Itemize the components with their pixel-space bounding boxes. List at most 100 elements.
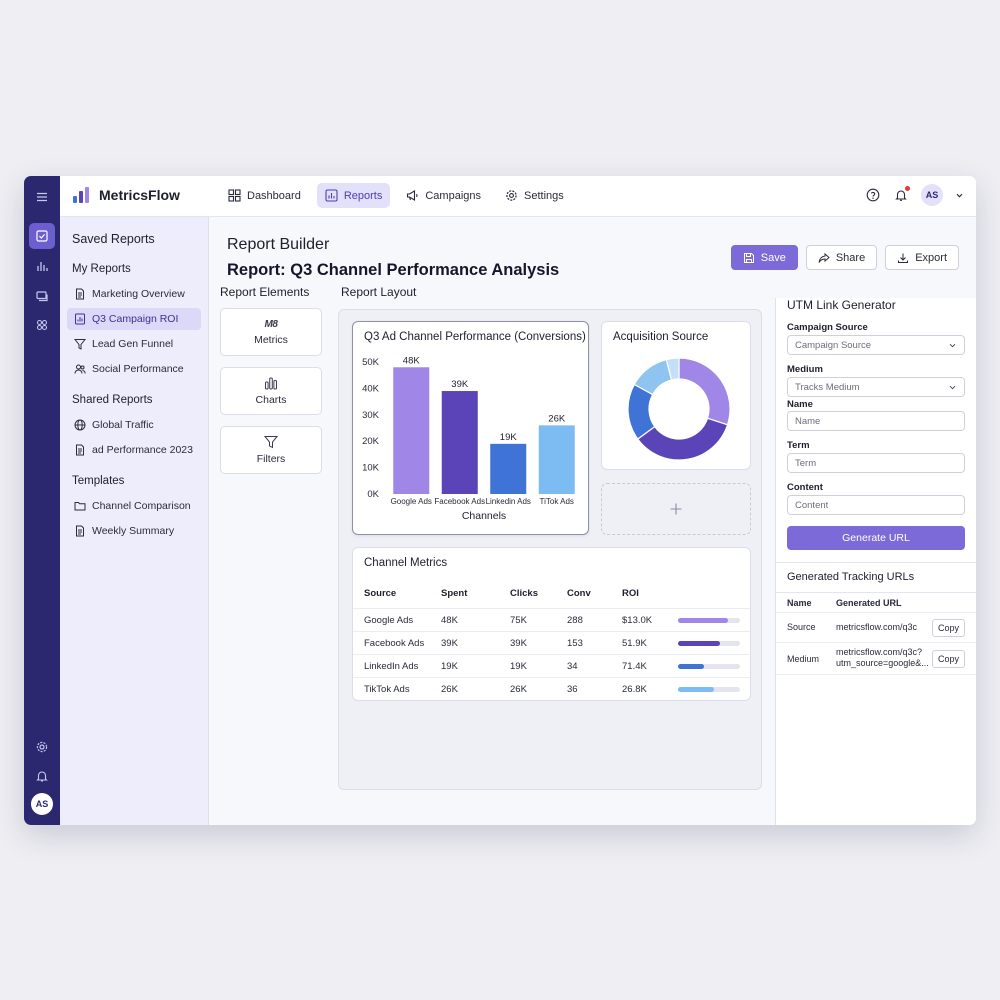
cell-spent: 39K [441, 637, 458, 649]
col-roi: ROI [622, 588, 639, 599]
document-icon [76, 525, 84, 537]
element-label: Filters [256, 453, 286, 465]
cell-conv: 153 [567, 637, 583, 649]
bar [538, 425, 575, 494]
col-name: Name [787, 598, 812, 608]
table-row[interactable]: Google Ads 48K 75K 288 $13.0K [353, 609, 750, 632]
bar-data-label: 19K [500, 432, 518, 443]
report-icon [75, 313, 85, 325]
nav-reports[interactable]: Reports [316, 183, 391, 208]
cell-roi: 51.9K [622, 637, 647, 649]
export-button[interactable]: Export [885, 245, 959, 270]
table-row[interactable]: TikTok Ads 26K 26K 36 26.8K [353, 678, 750, 701]
sidebar-item-lead-gen-funnel[interactable]: Lead Gen Funnel [67, 333, 201, 355]
rail-avatar[interactable]: AS [31, 793, 53, 815]
sidebar-item-label: Lead Gen Funnel [92, 338, 174, 350]
filters-element[interactable]: Filters [220, 426, 322, 474]
integrations-rail-icon[interactable] [29, 312, 55, 338]
donut-slice [665, 357, 680, 381]
sidebar-item-weekly-summary[interactable]: Weekly Summary [67, 520, 201, 542]
sidebar-item-channel-comparison[interactable]: Channel Comparison [67, 495, 201, 517]
term-label: Term [787, 440, 810, 451]
messages-rail-icon[interactable] [29, 283, 55, 309]
settings-rail-icon[interactable] [29, 734, 55, 760]
generated-urls-title: Generated Tracking URLs [787, 571, 915, 583]
divider [776, 592, 976, 593]
col-source: Source [364, 588, 397, 599]
menu-icon[interactable] [29, 184, 55, 210]
copy-button[interactable]: Copy [931, 619, 965, 637]
medium-select[interactable]: Tracks Medium [787, 377, 965, 397]
term-input[interactable]: Term [787, 453, 965, 473]
sidebar-item-label: ad Performance 2023 [92, 444, 193, 456]
content-placeholder: Content [795, 499, 829, 511]
add-widget-dropzone[interactable] [601, 483, 751, 535]
icon-rail: AS [24, 176, 60, 825]
name-input[interactable]: Name [787, 411, 965, 431]
x-axis-label: Channels [462, 510, 506, 522]
sidebar-item-marketing-overview[interactable]: Marketing Overview [67, 283, 201, 305]
donut-slice [678, 357, 731, 426]
x-tick-label: Facebook Ads [434, 497, 485, 506]
sidebar-item-q3-campaign-roi[interactable]: Q3 Campaign ROI [67, 308, 201, 330]
url-row-url-cont: utm_source=google&... [836, 658, 929, 668]
table-row[interactable]: LinkedIn Ads 19K 19K 34 71.4K [353, 655, 750, 678]
channel-metrics-table: Source Spent Clicks Conv ROI Google Ads … [353, 579, 750, 701]
cell-roi: 71.4K [622, 660, 647, 672]
cell-clicks: 75K [510, 614, 527, 626]
page-eyebrow: Report Builder [227, 236, 330, 253]
report-canvas[interactable]: Q3 Ad Channel Performance (Conversions) … [338, 309, 762, 790]
bar [393, 367, 430, 494]
bar [441, 391, 478, 494]
help-icon[interactable] [865, 187, 881, 203]
nav-dashboard[interactable]: Dashboard [220, 183, 309, 208]
document-icon [76, 444, 84, 456]
sidebar-item-global-traffic[interactable]: Global Traffic [67, 414, 201, 436]
cell-spent: 19K [441, 660, 458, 672]
grid-icon [228, 189, 241, 202]
campaign-source-select[interactable]: Campaign Source [787, 335, 965, 355]
header-actions: Save Share Export [730, 245, 959, 270]
acquisition-source-card[interactable]: Acquisition Source [601, 321, 751, 470]
user-avatar[interactable]: AS [921, 184, 943, 206]
copy-button[interactable]: Copy [931, 650, 965, 668]
top-bar: MetricsFlow Dashboard Reports Campaigns … [60, 176, 976, 217]
page-title: Report: Q3 Channel Performance Analysis [227, 261, 560, 279]
medium-label: Medium [787, 364, 823, 375]
sidebar-item-label: Q3 Campaign ROI [92, 313, 179, 325]
metrics-element[interactable]: M8 Metrics [220, 308, 322, 356]
content-input[interactable]: Content [787, 495, 965, 515]
save-button[interactable]: Save [730, 245, 798, 270]
charts-element[interactable]: Charts [220, 367, 322, 415]
bar-chart-card[interactable]: Q3 Ad Channel Performance (Conversions) … [352, 321, 589, 535]
table-row[interactable]: Facebook Ads 39K 39K 153 51.9K [353, 632, 750, 655]
roi-bar-fill [678, 618, 728, 623]
brand[interactable]: MetricsFlow [72, 186, 180, 204]
sidebar-item-label: Weekly Summary [92, 525, 175, 537]
brand-name: MetricsFlow [99, 187, 180, 203]
name-label: Name [787, 399, 813, 410]
chevron-down-icon [949, 385, 956, 390]
roi-bar [678, 641, 740, 646]
chevron-down-icon[interactable] [955, 191, 964, 200]
y-tick-label: 30K [362, 410, 380, 421]
generate-url-button[interactable]: Generate URL [787, 526, 965, 550]
sidebar-item-ad-performance-2023[interactable]: ad Performance 2023 [67, 439, 201, 461]
sidebar-item-label: Marketing Overview [92, 288, 185, 300]
nav-settings[interactable]: Settings [497, 183, 572, 208]
gear-icon [506, 190, 517, 201]
x-tick-label: TiTok Ads [540, 497, 574, 506]
nav-campaigns[interactable]: Campaigns [398, 183, 489, 208]
analytics-rail-icon[interactable] [29, 253, 55, 279]
report-layout-title: Report Layout [341, 285, 417, 299]
share-button[interactable]: Share [805, 245, 878, 270]
save-label: Save [760, 251, 786, 264]
reports-rail-icon[interactable] [29, 223, 55, 249]
bell-icon[interactable] [893, 186, 910, 203]
roi-bar [678, 618, 740, 623]
globe-icon [74, 419, 86, 431]
sidebar-item-social-performance[interactable]: Social Performance [67, 358, 201, 380]
nav-label: Settings [524, 189, 564, 202]
x-tick-label: Google Ads [391, 497, 432, 506]
notifications-rail-icon[interactable] [29, 763, 55, 789]
